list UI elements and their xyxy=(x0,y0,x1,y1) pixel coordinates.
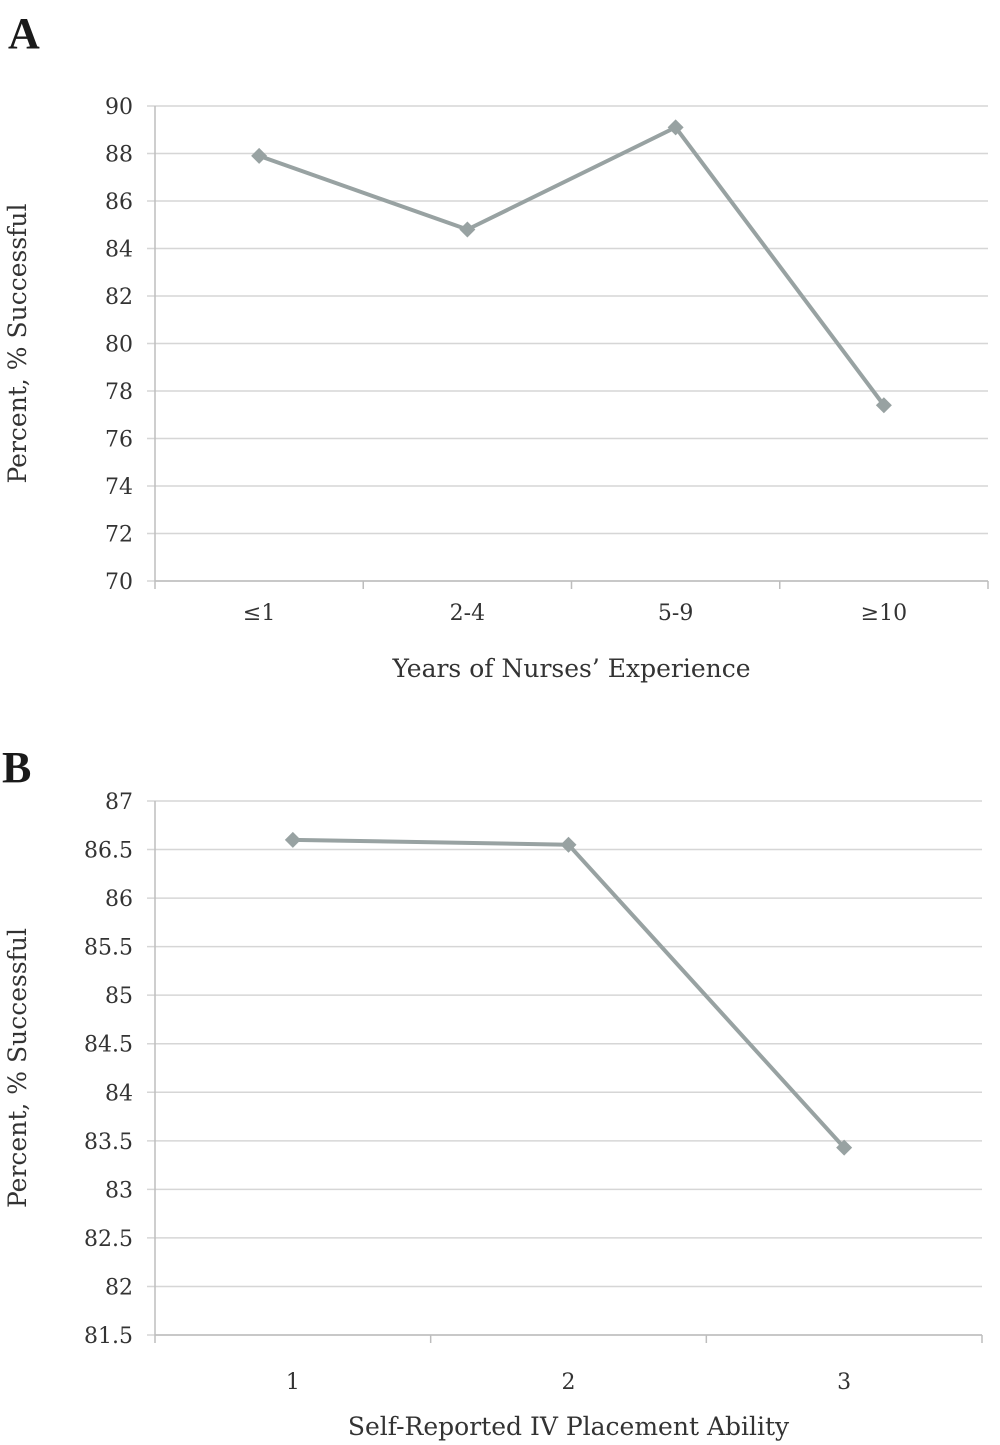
x-tick-label: 2 xyxy=(562,1370,576,1395)
x-tick-label: ≥10 xyxy=(861,601,907,626)
y-tick-label: 88 xyxy=(105,143,133,168)
x-axis-title: Years of Nurses’ Experience xyxy=(391,654,750,683)
panel-label: B xyxy=(2,743,31,792)
data-point-marker xyxy=(875,397,892,414)
data-point-marker xyxy=(284,831,301,848)
data-point-marker xyxy=(251,147,268,164)
y-tick-label: 85.5 xyxy=(84,936,133,961)
y-tick-label: 86 xyxy=(105,190,133,215)
y-tick-label: 74 xyxy=(105,475,133,500)
y-tick-label: 70 xyxy=(105,570,133,595)
y-tick-label: 80 xyxy=(105,333,133,358)
y-tick-label: 85 xyxy=(105,984,133,1009)
series-line xyxy=(258,125,886,407)
y-tick-label: 72 xyxy=(105,523,133,548)
x-tick-label: 2-4 xyxy=(450,601,485,626)
y-tick-label: 78 xyxy=(105,380,133,405)
y-axis-title: Percent, % Successful xyxy=(3,203,32,483)
data-point-marker xyxy=(560,836,577,853)
chart-panel-a: A 70 72 74 76 78 80 82 84 86 88 90 ≤1 2-4 5-9 ≥10 Years … xyxy=(3,9,989,683)
x-tick-label: 1 xyxy=(286,1370,300,1395)
y-tick-label: 87 xyxy=(105,790,133,815)
series-line xyxy=(292,837,846,1149)
chart-panel-b: B 81.5 82 82.5 83 83.5 84 84.5 85 85.5 86 86.5 87 1 2 3… xyxy=(2,743,983,1441)
y-tick-label: 82.5 xyxy=(84,1227,133,1252)
y-tick-label: 83.5 xyxy=(84,1130,133,1155)
y-tick-label: 90 xyxy=(105,95,133,120)
data-point-marker xyxy=(836,1139,853,1156)
y-tick-label: 82 xyxy=(105,1275,133,1300)
x-tick-label: ≤1 xyxy=(243,601,275,626)
data-point-marker xyxy=(459,221,476,238)
y-tick-label: 82 xyxy=(105,285,133,310)
y-tick-label: 84 xyxy=(105,238,133,263)
y-tick-label: 84 xyxy=(105,1081,133,1106)
x-tick-label: 3 xyxy=(837,1370,851,1395)
panel-label: A xyxy=(8,9,40,58)
y-tick-label: 84.5 xyxy=(84,1033,133,1058)
y-tick-label: 86.5 xyxy=(84,839,133,864)
y-tick-label: 76 xyxy=(105,428,133,453)
data-point-marker xyxy=(667,119,684,136)
y-tick-label: 81.5 xyxy=(84,1324,133,1349)
y-tick-label: 86 xyxy=(105,887,133,912)
y-tick-label: 83 xyxy=(105,1178,133,1203)
x-tick-label: 5-9 xyxy=(658,601,693,626)
x-axis-title: Self-Reported IV Placement Ability xyxy=(348,1412,790,1441)
y-axis-title: Percent, % Successful xyxy=(3,928,32,1208)
